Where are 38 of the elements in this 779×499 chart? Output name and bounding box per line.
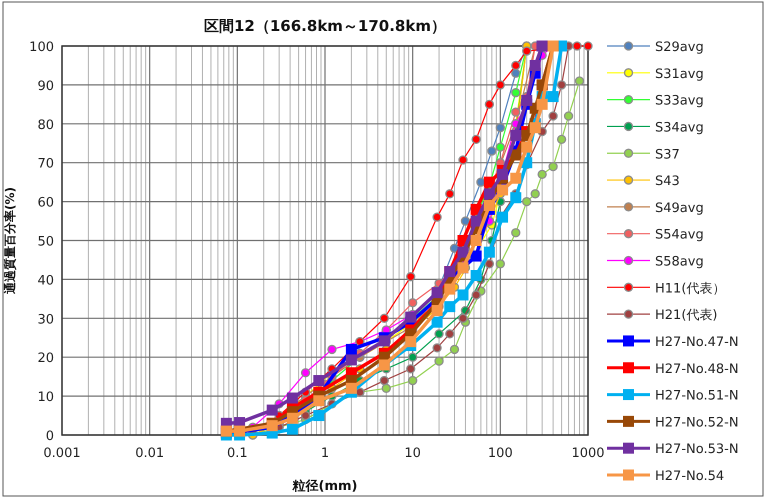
legend-label: S58avg	[655, 254, 704, 270]
chart-title: 区間12（166.8km～170.8km）	[204, 17, 446, 35]
legend-label: S33avg	[655, 94, 704, 109]
x-tick-label: 0.001	[43, 446, 81, 461]
y-tick-label: 100	[29, 40, 54, 55]
legend-label: S34avg	[655, 120, 704, 136]
y-axis-title: 通過質量百分率(%)	[3, 187, 17, 295]
legend-label: S54avg	[655, 228, 704, 243]
legend-label: S37	[655, 147, 680, 162]
y-tick-label: 0	[46, 429, 54, 444]
y-tick-label: 60	[37, 196, 54, 211]
x-tick-label: 1	[320, 446, 330, 461]
legend-label: H11(代表）	[655, 281, 726, 296]
legend-label: H27-No.48-N	[655, 362, 739, 377]
y-tick-label: 70	[37, 156, 54, 172]
legend-label: S29avg	[655, 40, 704, 55]
y-tick-label: 80	[37, 118, 54, 133]
y-tick-label: 30	[37, 312, 54, 328]
legend-label: S49avg	[655, 200, 704, 216]
y-tick-label: 50	[37, 234, 54, 250]
legend-label: S43	[655, 174, 680, 190]
legend-label: S31avg	[655, 66, 704, 82]
x-axis-title: 粒径(mm)	[292, 479, 358, 494]
y-tick-label: 40	[37, 273, 54, 288]
x-tick-label: 0.01	[135, 446, 164, 461]
legend-label: H27-No.47-N	[655, 334, 739, 350]
y-tick-label: 90	[37, 78, 54, 94]
x-tick-label: 10	[404, 446, 421, 461]
y-tick-label: 10	[37, 390, 54, 406]
legend-label: H27-No.51-N	[655, 388, 739, 404]
legend-label: H21(代表)	[655, 308, 718, 324]
x-tick-label: 0.1	[226, 446, 248, 461]
y-tick-label: 20	[37, 351, 54, 366]
legend-label: H27-No.53-N	[655, 442, 739, 458]
legend-label: H27-No.54	[655, 469, 724, 484]
x-tick-label: 100	[488, 446, 513, 461]
x-tick-label: 1000	[571, 446, 605, 461]
legend-label: H27-No.52-N	[655, 415, 739, 430]
